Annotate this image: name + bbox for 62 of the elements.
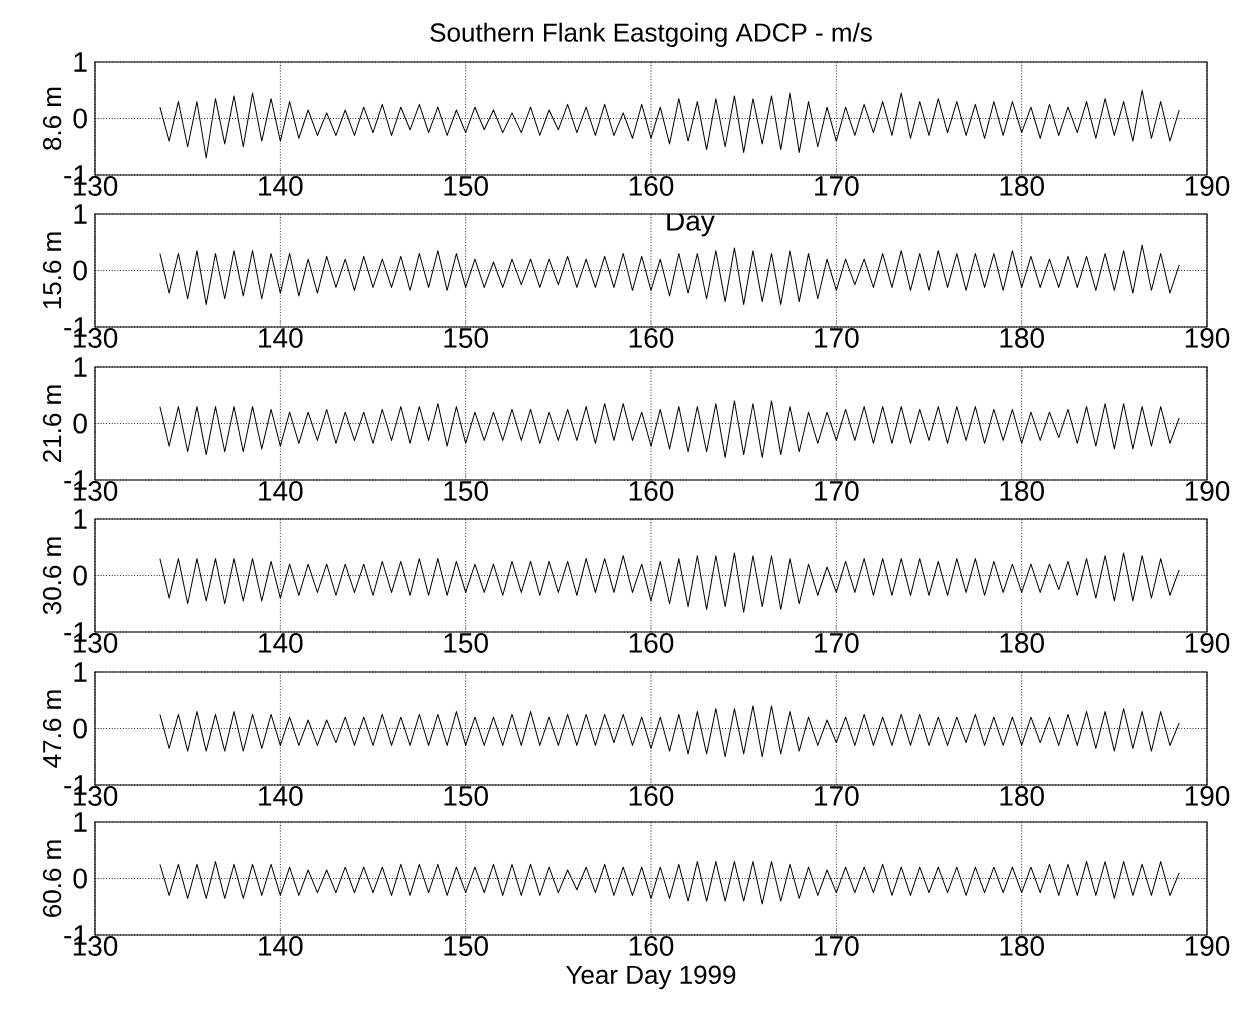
x-tick-label: 170 (815, 176, 859, 196)
y-tick-label: 0 (73, 260, 87, 281)
y-axis-title: 60.6 m (42, 840, 62, 917)
x-tick-label: 140 (259, 481, 303, 501)
x-tick-label: 190 (1185, 936, 1230, 956)
x-tick-label: 150 (444, 328, 488, 348)
y-axis-title: 47.6 m (42, 690, 62, 768)
x-tick-label: 170 (815, 481, 859, 501)
x-tick-label: 170 (815, 936, 859, 956)
x-tick-label: 170 (815, 328, 859, 348)
x-axis-title: Year Day 1999 (566, 965, 736, 990)
x-tick-label: 160 (629, 481, 674, 501)
x-tick-label: 170 (815, 633, 859, 653)
x-tick-label: 180 (1000, 633, 1044, 653)
y-axis-title: 30.6 m (42, 537, 62, 615)
x-tick-label: 160 (629, 936, 674, 956)
x-tick-label: 150 (444, 481, 488, 501)
x-tick-label: 190 (1185, 481, 1230, 501)
x-tick-label: 140 (259, 786, 303, 806)
x-tick-label: 180 (1000, 481, 1044, 501)
x-tick-label: 160 (629, 176, 674, 196)
x-tick-label: 190 (1185, 176, 1230, 196)
y-tick-label: 0 (73, 413, 87, 434)
line-series (159, 552, 1180, 613)
y-axis-title: 15.6 m (42, 232, 62, 309)
x-tick-label: 140 (259, 936, 303, 956)
x-tick-label: 160 (629, 633, 674, 653)
x-tick-label: 140 (259, 633, 303, 653)
x-tick-label: 140 (259, 328, 303, 348)
x-tick-label: 150 (444, 786, 488, 806)
y-tick-label: 0 (73, 718, 87, 739)
y-tick-label: 1 (74, 662, 87, 682)
y-tick-label: 0 (73, 868, 87, 889)
x-tick-label: 150 (444, 176, 488, 196)
x-tick-label: 160 (629, 328, 674, 348)
line-series (159, 705, 1180, 758)
y-tick-label: 1 (74, 357, 87, 377)
line-series (159, 89, 1180, 159)
x-tick-label: 150 (444, 633, 488, 653)
y-axis-title: 21.6 m (42, 385, 62, 462)
y-tick-label: 1 (74, 509, 87, 529)
y-tick-label: 1 (74, 812, 87, 832)
x-tick-label: 160 (629, 786, 674, 806)
y-tick-label: 1 (74, 204, 87, 224)
x-tick-label: 180 (1000, 328, 1044, 348)
line-series (159, 861, 1180, 905)
x-tick-label: 190 (1185, 786, 1230, 806)
x-tick-label: 150 (444, 936, 488, 956)
x-tick-label: 190 (1185, 633, 1230, 653)
y-tick-label: 0 (73, 108, 87, 129)
y-tick-label: 1 (74, 52, 87, 72)
x-tick-label: 180 (1000, 786, 1044, 806)
y-tick-label: 0 (73, 565, 87, 586)
line-series (159, 244, 1180, 305)
chart-title: Southern Flank Eastgoing ADCP - m/s (430, 22, 872, 47)
x-tick-label: 140 (259, 176, 303, 196)
x-tick-label: 180 (1000, 936, 1044, 956)
line-series (159, 400, 1180, 458)
y-axis-title: 8.6 m (42, 87, 62, 150)
x-tick-label: 180 (1000, 176, 1044, 196)
x-tick-label: 190 (1185, 328, 1230, 348)
x-tick-label: 170 (815, 786, 859, 806)
